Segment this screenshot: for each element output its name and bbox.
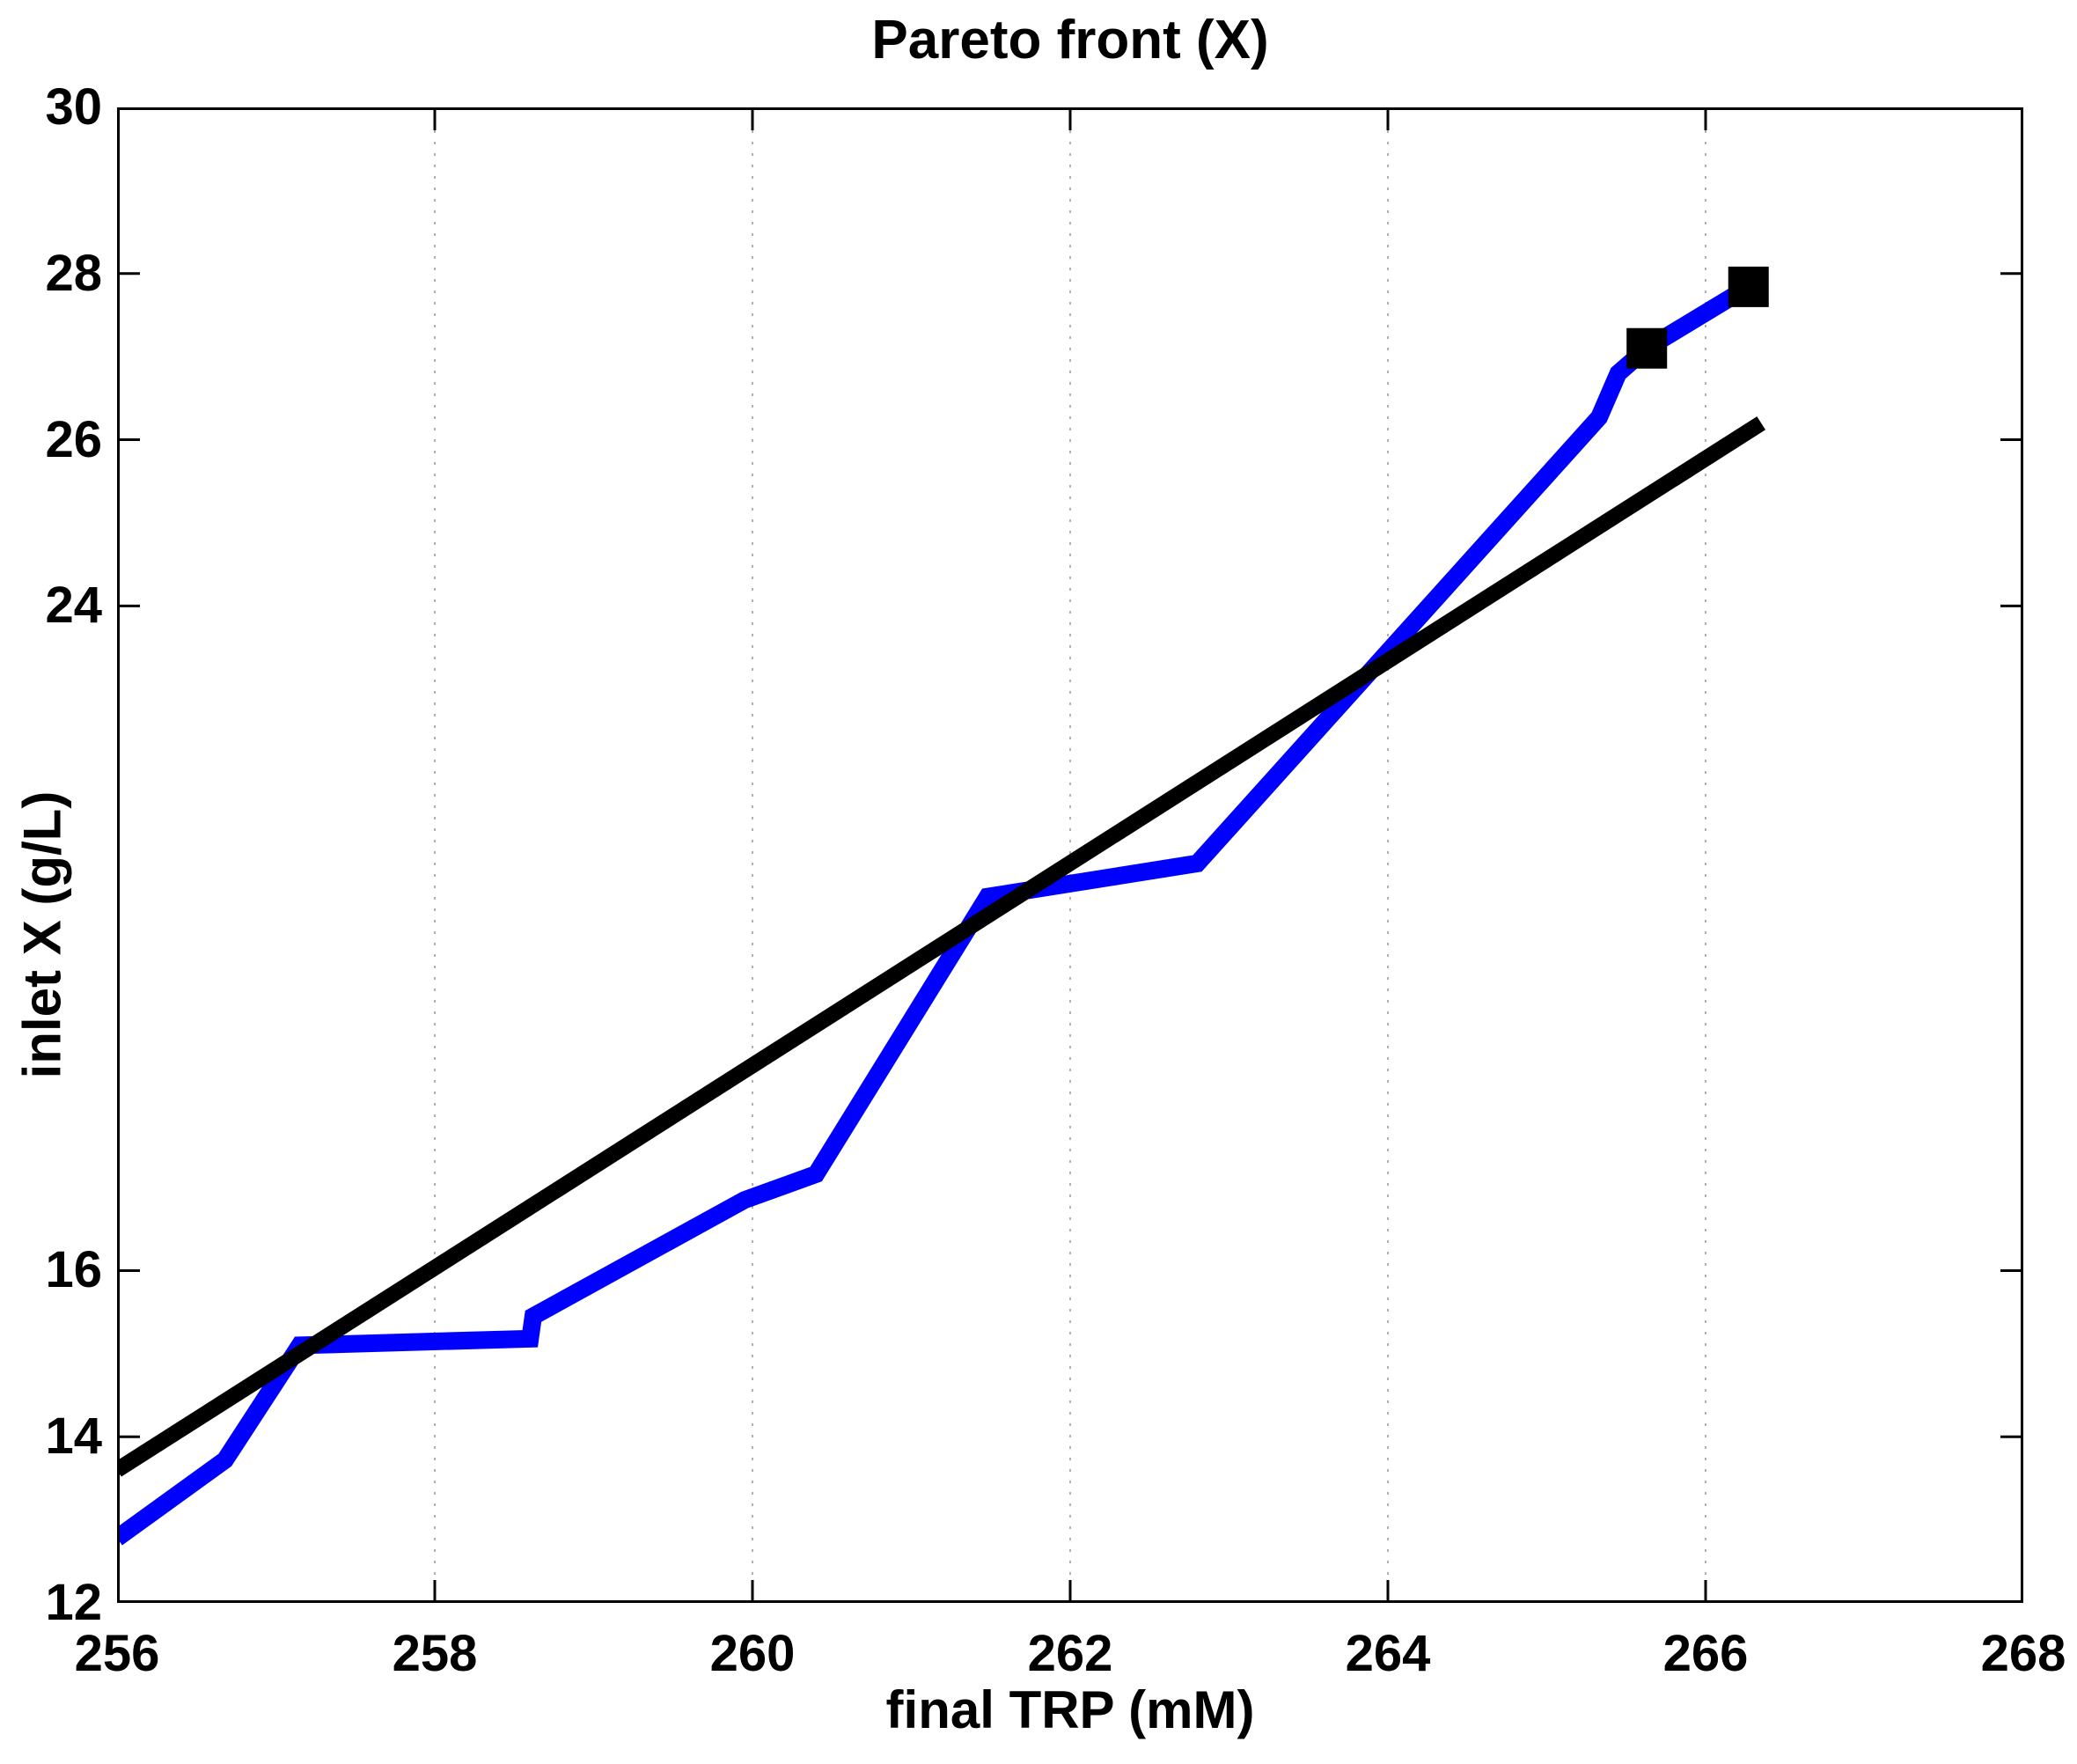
plot-area (112, 106, 2025, 1605)
y-axis-label: inlet X (g/L) (12, 790, 72, 1079)
y-tick-label: 26 (45, 410, 102, 468)
x-tick-label: 258 (392, 1625, 478, 1682)
x-tick-label: 264 (1345, 1625, 1431, 1682)
y-tick-label: 16 (45, 1241, 102, 1299)
plot-border (117, 107, 2023, 1603)
x-axis-label: final TRP (mM) (885, 1680, 1255, 1739)
x-tick-label: 262 (1027, 1625, 1113, 1682)
x-tick-label: 256 (74, 1625, 160, 1682)
chart-title: Pareto front (X) (871, 10, 1269, 70)
selected-solutions-marker (1728, 266, 1769, 307)
y-tick-label: 30 (45, 78, 102, 136)
x-tick-label: 260 (709, 1625, 796, 1682)
x-tick-label: 266 (1662, 1625, 1749, 1682)
y-tick-label: 12 (45, 1574, 102, 1631)
plot-svg (112, 106, 2025, 1605)
pareto-front-line (112, 279, 1753, 1546)
y-tick-label: 28 (45, 244, 102, 302)
reference-line-line (113, 416, 1766, 1477)
y-tick-label: 14 (45, 1408, 102, 1466)
selected-solutions-marker (1626, 327, 1668, 369)
y-tick-label: 24 (45, 577, 102, 635)
x-tick-label: 268 (1980, 1625, 2066, 1682)
